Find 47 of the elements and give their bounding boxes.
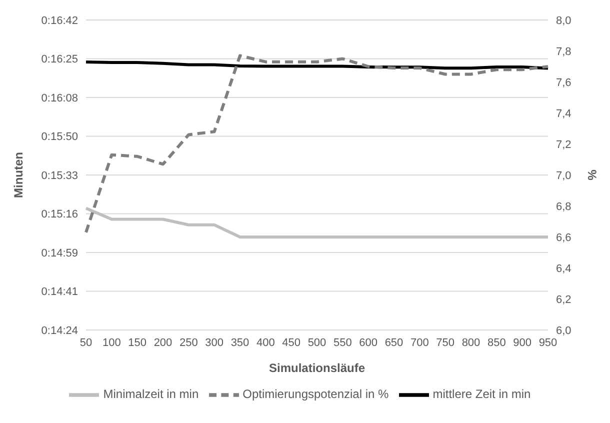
x-tick-label: 450: [282, 336, 301, 349]
x-tick-label: 200: [154, 336, 172, 349]
x-tick-label: 550: [333, 336, 352, 349]
y-tick-label: 0:15:33: [41, 170, 78, 182]
x-tick-label: 750: [436, 336, 455, 349]
x-tick-label: 500: [308, 336, 326, 349]
y2-tick-label: 6,6: [556, 232, 572, 244]
y2-axis-title: %: [584, 170, 599, 181]
x-tick-label: 300: [205, 336, 224, 349]
y-tick-label: 0:14:59: [41, 247, 78, 260]
x-tick-label: 100: [102, 336, 121, 349]
x-axis-title: Simulationsläufe: [268, 361, 366, 375]
y-tick-label: 0:16:25: [41, 54, 78, 66]
x-tick-label: 700: [410, 336, 429, 349]
y2-tick-label: 7,6: [556, 76, 572, 89]
x-tick-label: 600: [359, 336, 378, 349]
y-tick-label: 0:16:08: [41, 92, 78, 104]
x-tick-label: 850: [487, 336, 506, 349]
line-series: [84, 206, 550, 238]
x-tick-label: 350: [230, 336, 250, 349]
x-tick-label: 50: [80, 336, 92, 349]
y-tick-label: 0:14:24: [41, 324, 78, 337]
x-tick-label: 900: [513, 336, 532, 349]
x-tick-label: 250: [179, 336, 198, 349]
y2-tick-label: 7,4: [556, 108, 572, 120]
y-tick-label: 0:14:41: [41, 286, 78, 298]
x-tick-label: 400: [256, 336, 275, 349]
x-tick-label: 650: [384, 336, 404, 349]
y-axis-title: Minuten: [11, 152, 26, 198]
y2-tick-label: 6,4: [556, 262, 572, 275]
y2-tick-label: 6,8: [556, 200, 572, 213]
y2-tick-label: 6,2: [556, 294, 572, 306]
x-tick-label: 150: [128, 336, 147, 349]
legend-label: Optimierungspotenzial in %: [242, 387, 389, 402]
line-series: [84, 54, 550, 234]
y2-tick-label: 7,0: [556, 170, 572, 182]
x-tick-label: 800: [462, 336, 480, 349]
y2-tick-label: 8,0: [556, 14, 572, 27]
legend-label: Minimalzeit in min: [103, 387, 199, 402]
y-tick-label: 0:16:42: [41, 14, 78, 27]
y2-tick-label: 6,0: [556, 324, 572, 337]
y-tick-label: 0:15:16: [41, 208, 78, 221]
x-tick-label: 950: [538, 336, 558, 349]
legend-label: mittlere Zeit in min: [432, 387, 531, 402]
y2-tick-label: 7,2: [556, 138, 572, 151]
y2-tick-label: 7,8: [556, 46, 572, 58]
y-tick-label: 0:15:50: [41, 131, 78, 144]
